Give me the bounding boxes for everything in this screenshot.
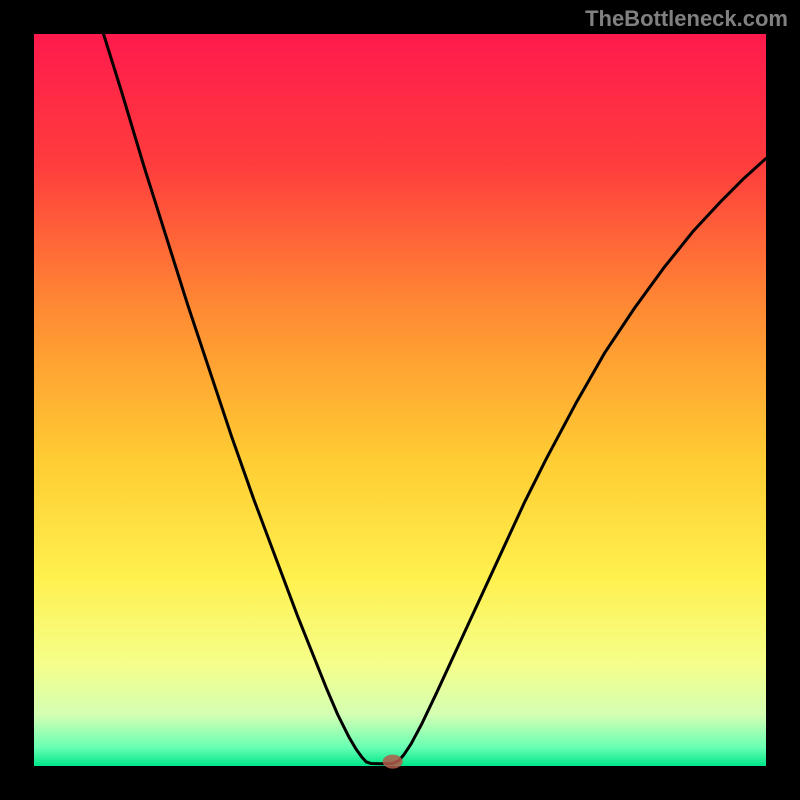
- bottleneck-chart: [0, 0, 800, 800]
- optimal-point-marker: [383, 755, 403, 769]
- chart-container: TheBottleneck.com: [0, 0, 800, 800]
- chart-background-gradient: [34, 34, 766, 766]
